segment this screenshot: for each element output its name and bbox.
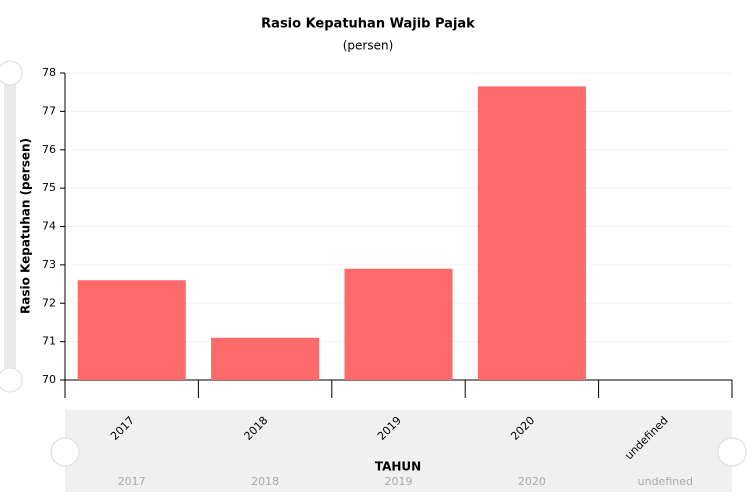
- y-scrollbar[interactable]: [4, 73, 16, 380]
- y-tick-label: 75: [42, 181, 56, 194]
- scrollbar-label: 2020: [518, 475, 546, 488]
- scroll-grip[interactable]: [50, 437, 80, 467]
- bar: [211, 337, 320, 380]
- y-tick-label: 70: [42, 373, 56, 386]
- scrollbar-label: 2017: [118, 475, 146, 488]
- bar: [77, 280, 186, 380]
- scrollbar-label: 2018: [251, 475, 279, 488]
- y-tick-label: 78: [42, 66, 56, 79]
- scroll-grip[interactable]: [0, 367, 23, 393]
- y-tick-label: 76: [42, 143, 56, 156]
- bar: [477, 86, 586, 381]
- scroll-grip[interactable]: [0, 60, 23, 86]
- y-axis-title: Rasio Kepatuhan (persen): [19, 138, 33, 314]
- x-scrollbar[interactable]: [65, 410, 732, 492]
- scrollbar-label: undefined: [638, 475, 693, 488]
- chart-title: Rasio Kepatuhan Wajib Pajak: [261, 17, 475, 32]
- chart-subtitle: (persen): [343, 39, 394, 53]
- y-tick-label: 71: [42, 335, 56, 348]
- y-tick-label: 72: [42, 296, 56, 309]
- scrollbar-label: 2019: [385, 475, 413, 488]
- y-tick-label: 77: [42, 104, 56, 117]
- scroll-grip[interactable]: [717, 437, 747, 467]
- y-tick-label: 73: [42, 258, 56, 271]
- x-axis-title: TAHUN: [375, 460, 421, 474]
- bar: [344, 268, 453, 380]
- y-tick-label: 74: [42, 220, 56, 233]
